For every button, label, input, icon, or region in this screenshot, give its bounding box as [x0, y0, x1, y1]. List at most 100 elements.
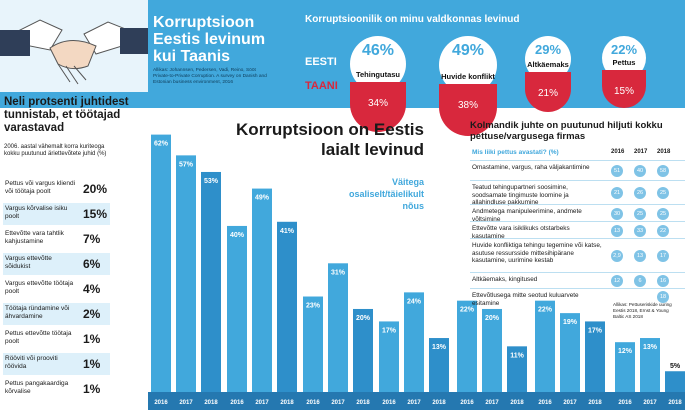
table-question: Mis liiki pettus avastati? (%) [472, 149, 559, 156]
bar-value-label: 5% [670, 363, 681, 370]
table-row: Ettevõtte vara isiklikuks otstarbeks kas… [470, 221, 685, 240]
country-estonia-label: EESTI [305, 56, 337, 68]
bar-value-label: 41% [280, 228, 295, 235]
bar-value-label: 23% [306, 303, 321, 310]
table-cell-value: 21 [611, 187, 623, 199]
bar [277, 221, 297, 392]
table-year-header: 2016 [611, 149, 625, 155]
year-tick-label: 2017 [643, 400, 657, 406]
year-tick-label: 2018 [510, 400, 524, 406]
bar-value-label: 19% [563, 319, 578, 326]
table-row: Omastamine, vargus, raha väljakantimine 5… [470, 160, 685, 180]
main-bar-chart: 62% 57% 53% 40% 49% 41% 23% 31% 20% 17% 24% 13% 22% 2… [148, 134, 685, 410]
year-tick-label: 2017 [331, 400, 345, 406]
category-label: Altkäemaks [527, 60, 569, 69]
header-source: Allikas: Johannsen, Pedersen, Vadi, Rein… [153, 68, 267, 85]
bar-value-label: 20% [356, 315, 371, 322]
table-source: Allikas: Pettuseriskide uuring Eestis 20… [613, 302, 672, 319]
table-cell-value: 58 [657, 165, 669, 177]
bar [535, 300, 555, 392]
left-panel-row: Ettevõtte vara tahtlik kahjustamine 7% [3, 228, 110, 250]
table-cell-value: 25 [634, 207, 646, 220]
left-panel-row: Pettus või vargus kliendi või töötaja po… [3, 178, 110, 200]
bar [303, 296, 323, 392]
bar-value-label: 22% [460, 307, 475, 314]
row-label: Pettus või vargus kliendi või töötaja po… [5, 180, 76, 195]
table-cell-value: 40 [634, 165, 646, 177]
denmark-value: 34% [367, 98, 388, 109]
year-tick-label: 2016 [382, 400, 396, 406]
left-panel-row: Pettus ettevõtte töötaja poolt 1% [3, 328, 110, 350]
bar-value-label: 31% [331, 269, 346, 276]
bar [151, 134, 171, 392]
year-tick-label: 2018 [204, 400, 218, 406]
year-tick-label: 2016 [538, 400, 552, 406]
table-cell-value: 51 [611, 165, 623, 177]
table-title: Kolmandik juhte on puutunud hiljuti kokk… [470, 120, 663, 142]
header-title-line: Eestis levinum [153, 31, 266, 48]
bar-value-label: 13% [643, 344, 658, 351]
table-row-label: Altkäemaks, kingitused [472, 276, 538, 283]
bar [429, 338, 449, 392]
bar-value-label: 53% [204, 178, 219, 185]
handshake-illustration [0, 0, 148, 92]
category-label: Pettus [612, 58, 636, 67]
bar [328, 263, 348, 392]
table-row-label: Ettevõtlusega mitte seotud kuluarvete es… [472, 292, 579, 307]
bar [176, 155, 196, 392]
row-value: 15% [83, 207, 108, 221]
row-value: 7% [83, 232, 101, 246]
table-row: Andmetega manipuleerimine, andmete võlts… [470, 204, 685, 223]
table-cell-value: 6 [634, 275, 646, 287]
bar [615, 342, 635, 392]
bar [457, 300, 477, 392]
left-panel-row: Pettus pangakaardiga kõrvalise 1% [3, 378, 110, 400]
table-row-label: Teatud tehingupartneri soosimine, soodsa… [472, 184, 569, 206]
table-row-label: Omastamine, vargus, raha väljakantimine [472, 164, 590, 171]
table-row-label: Ettevõtte vara isiklikuks otstarbeks kas… [472, 225, 570, 240]
denmark-value: 15% [613, 86, 634, 97]
comparison-circle: 29% Altkäemaks 21% [525, 36, 571, 128]
left-panel-row: Vargus ettevõtte töötaja poolt 4% [3, 278, 110, 300]
estonia-value: 29% [534, 42, 562, 57]
year-tick-label: 2018 [588, 400, 602, 406]
row-label: Pettus ettevõtte töötaja poolt [5, 330, 72, 345]
bar-value-label: 17% [382, 327, 397, 334]
row-value: 1% [83, 332, 101, 346]
year-tick-label: 2017 [255, 400, 269, 406]
row-value: 1% [83, 357, 101, 371]
bar-value-label: 12% [618, 348, 633, 355]
table-row-label: Andmetega manipuleerimine, andmete võlts… [472, 208, 582, 223]
row-label: Rööviti või prooviti röövida [5, 355, 58, 370]
bar-value-label: 13% [432, 344, 447, 351]
row-value: 6% [83, 257, 101, 271]
table-year-header: 2018 [657, 149, 671, 155]
left-panel-row: Vargus ettevõtte sõidukist 6% [3, 253, 110, 275]
bar [560, 313, 580, 392]
header-title-line: kui Taanis [153, 48, 231, 65]
table-cell-value: 17 [657, 250, 669, 262]
year-tick-label: 2016 [460, 400, 474, 406]
table-cell-value: 12 [611, 275, 623, 287]
bar [227, 225, 247, 392]
table-cell-value: 13 [611, 224, 623, 237]
left-panel-title: Neli protsenti juhtidest tunnistab, et t… [4, 96, 129, 134]
bar-value-label: 49% [255, 195, 270, 202]
table-row: Ettevõtlusega mitte seotud kuluarvete es… [470, 288, 685, 307]
table-row: Teatud tehingupartneri soosimine, soodsa… [470, 180, 685, 206]
header-title: Korruptsioon Eestis levinum kui Taanis [153, 14, 293, 65]
table-cell-value: 25 [657, 207, 669, 220]
left-panel-row: Vargus kõrvalise isiku poolt 15% [3, 203, 110, 225]
estonia-value: 22% [610, 42, 638, 57]
header-band: Korruptsioon Eestis levinum kui Taanis A… [0, 0, 685, 108]
estonia-value: 46% [361, 42, 395, 59]
row-label: Pettus pangakaardiga kõrvalise [5, 380, 69, 395]
left-panel: Neli protsenti juhtidest tunnistab, et t… [0, 92, 148, 410]
row-label: Töötaja ründamine või ähvardamine [5, 305, 70, 320]
table-cell-value: 2,9 [611, 250, 623, 262]
year-tick-label: 2016 [306, 400, 320, 406]
year-tick-label: 2017 [485, 400, 499, 406]
row-value: 4% [83, 282, 101, 296]
bar-value-label: 62% [154, 141, 169, 148]
country-denmark-label: TAANI [305, 80, 338, 92]
